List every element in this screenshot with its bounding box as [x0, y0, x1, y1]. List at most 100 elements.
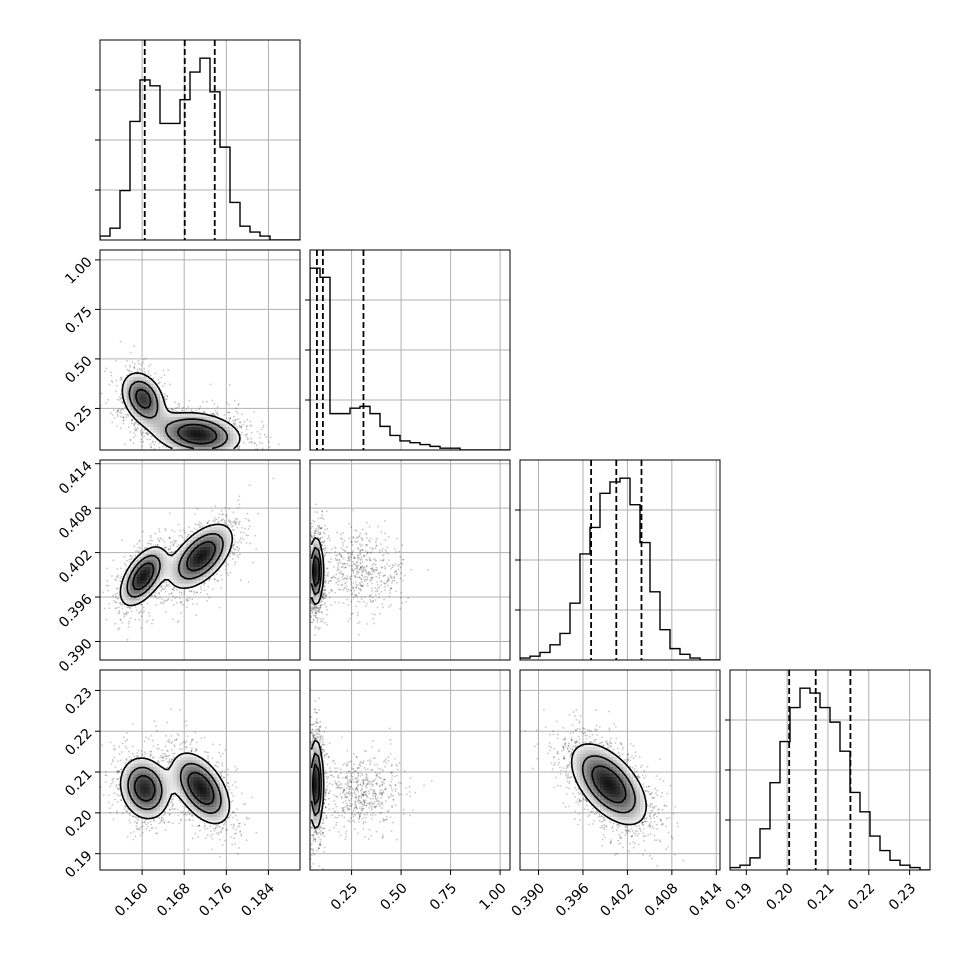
density-cell	[233, 440, 237, 444]
scatter-point	[224, 506, 226, 509]
scatter-point	[163, 396, 166, 398]
scatter-point	[246, 512, 249, 515]
scatter-point	[125, 611, 128, 614]
density-cell	[186, 446, 191, 450]
density-cell	[130, 396, 134, 401]
scatter-point	[117, 628, 120, 631]
density-cell	[126, 600, 131, 604]
density-cell	[226, 546, 231, 551]
scatter-point	[245, 428, 248, 431]
density-cell	[196, 436, 201, 441]
density-cell	[143, 580, 147, 584]
scatter-point	[119, 409, 122, 412]
density-cell	[143, 563, 147, 567]
scatter-point	[180, 534, 183, 537]
scatter-point	[216, 413, 219, 416]
scatter-point	[174, 541, 177, 544]
density-cell	[226, 436, 231, 441]
scatter-point	[126, 368, 129, 371]
scatter-point	[194, 455, 196, 457]
density-cell	[153, 576, 157, 581]
scatter-point	[195, 614, 198, 617]
density-cell	[136, 596, 141, 601]
scatter-point	[146, 433, 149, 436]
density-cell	[210, 446, 214, 450]
density-cell	[153, 556, 157, 561]
scatter-point	[246, 433, 249, 436]
density-cell	[216, 526, 221, 531]
scatter-point	[225, 572, 228, 575]
density-cell	[123, 593, 127, 597]
density-cell	[170, 580, 174, 584]
scatter-point	[118, 627, 121, 629]
scatter-point	[162, 602, 165, 605]
scatter-point	[119, 396, 121, 399]
density-cell	[223, 443, 227, 447]
scatter-point	[221, 453, 223, 455]
scatter-point	[110, 374, 113, 377]
density-cell	[153, 390, 157, 394]
scatter-point	[243, 420, 246, 423]
scatter-point	[214, 519, 216, 521]
density-cell	[140, 570, 144, 574]
density-cell	[196, 413, 201, 417]
density-cell	[160, 553, 164, 557]
scatter-point	[240, 531, 242, 534]
scatter-point	[144, 372, 147, 375]
scatter-point	[150, 543, 153, 545]
density-cell	[206, 546, 211, 551]
scatter-point	[221, 828, 223, 831]
density-cell	[216, 433, 221, 437]
density-cell	[196, 553, 201, 557]
scatter-point	[214, 505, 217, 507]
scatter-point	[140, 434, 143, 437]
scatter-point	[170, 760, 173, 763]
density-cell	[146, 423, 151, 427]
density-cell	[146, 420, 151, 424]
density-cell	[186, 553, 191, 557]
scatter-point	[129, 617, 132, 619]
scatter-point	[122, 612, 125, 615]
scatter-point	[119, 602, 122, 604]
density-cell	[160, 426, 164, 431]
scatter-point	[208, 579, 210, 582]
scatter-point	[272, 477, 275, 480]
density-cell	[136, 560, 141, 564]
scatter-point	[199, 525, 201, 528]
scatter-point	[122, 422, 125, 425]
scatter-point	[214, 461, 216, 463]
density-cell	[180, 420, 184, 424]
scatter-point	[231, 558, 234, 560]
scatter-point	[120, 393, 122, 396]
density-cell	[213, 563, 217, 567]
scatter-point	[249, 420, 252, 423]
density-cell	[156, 406, 161, 411]
scatter-point	[234, 781, 237, 783]
scatter-point	[247, 451, 249, 453]
density-cell	[196, 573, 201, 577]
density-cell	[136, 583, 141, 587]
scatter-point	[234, 420, 237, 422]
scatter-point	[103, 370, 106, 373]
scatter-point	[232, 546, 234, 549]
scatter-point	[165, 546, 168, 549]
density-cell	[173, 430, 177, 434]
histogram-panel-2	[515, 459, 720, 660]
density-cell	[133, 576, 137, 581]
scatter-point	[203, 825, 206, 828]
scatter-point	[113, 416, 116, 419]
density-cell	[140, 396, 144, 401]
density-cell	[220, 433, 224, 437]
density-cell	[140, 410, 144, 414]
density-cell	[163, 413, 167, 417]
density-cell	[200, 420, 204, 424]
scatter-point	[259, 432, 262, 435]
scatter-point	[114, 595, 117, 598]
density-cell	[213, 533, 217, 537]
scatter-point	[127, 415, 130, 417]
density-cell	[163, 576, 167, 581]
density-cell	[236, 433, 241, 437]
scatter-point	[167, 548, 170, 551]
scatter-point	[113, 578, 116, 581]
